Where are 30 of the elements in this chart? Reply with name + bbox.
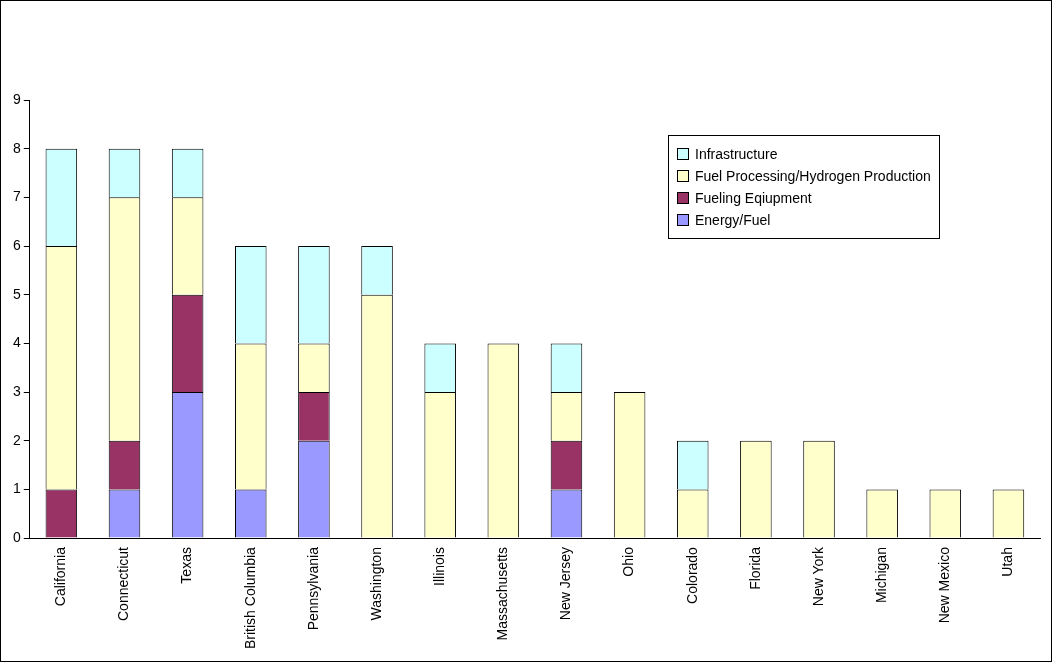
x-tick-label: Massachusetts xyxy=(494,547,511,641)
x-tick-label: California xyxy=(52,546,69,607)
legend-label: Fueling Eqiupment xyxy=(695,190,812,206)
legend-label: Energy/Fuel xyxy=(695,212,771,228)
x-tick-label: New Mexico xyxy=(936,546,953,624)
y-tick-label: 4 xyxy=(12,334,21,351)
x-tick-label: Pennsylvania xyxy=(304,546,321,631)
x-tick-label: New York xyxy=(809,546,826,607)
y-tick-label: 7 xyxy=(12,188,21,205)
x-tick-label: Utah xyxy=(999,547,1016,577)
y-tick-label: 9 xyxy=(12,90,21,107)
x-tick-label: Colorado xyxy=(683,546,700,604)
y-tick-label: 1 xyxy=(12,480,21,497)
y-tick-label: 2 xyxy=(12,431,21,448)
y-tick-label: 5 xyxy=(12,285,21,302)
legend-label: Infrastructure xyxy=(695,146,778,162)
x-tick-label: New Jersey xyxy=(557,547,574,621)
x-tick-label: Illinois xyxy=(431,547,448,586)
x-tick-label: British Columbia xyxy=(241,546,258,650)
y-tick-label: 6 xyxy=(12,236,21,253)
y-tick-label: 8 xyxy=(12,139,21,156)
x-tick-label: Ohio xyxy=(620,546,637,577)
x-tick-label: Texas xyxy=(178,547,195,584)
x-tick-label: Michigan xyxy=(873,547,890,604)
x-tick-label: Washington xyxy=(367,547,384,621)
y-tick-label: 3 xyxy=(12,382,21,399)
x-tick-label: Florida xyxy=(746,546,763,590)
legend-label: Fuel Processing/Hydrogen Production xyxy=(695,168,931,184)
y-tick-label: 0 xyxy=(12,528,21,545)
x-tick-label: Connecticut xyxy=(115,546,132,622)
